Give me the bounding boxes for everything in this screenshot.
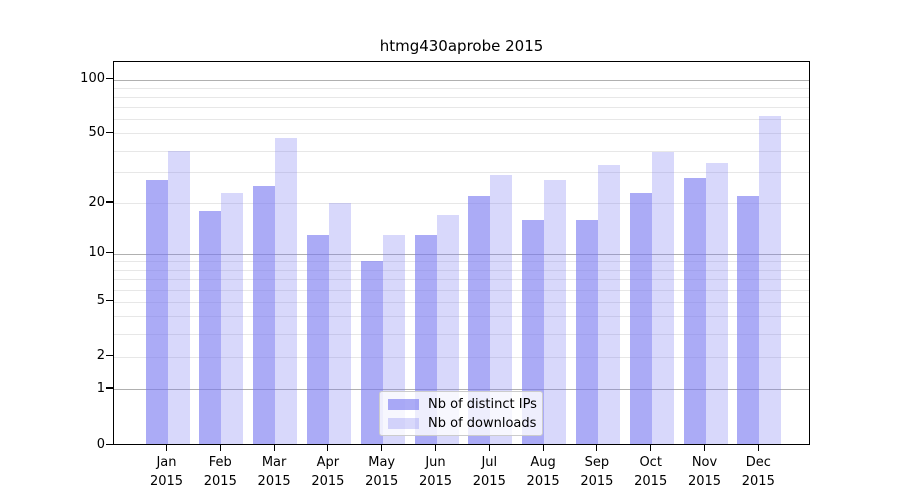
- x-tick-label-mar: Mar 2015: [257, 455, 291, 489]
- bar-downloads-oct: [651, 152, 674, 444]
- bar-downloads-aug: [544, 180, 567, 444]
- minor-gridline: [114, 316, 809, 318]
- bar-distinct-ips-feb: [199, 210, 222, 444]
- x-tick-label-apr: Apr 2015: [311, 455, 345, 489]
- legend: Nb of distinct IPs Nb of downloads: [379, 391, 543, 436]
- x-tick-mark: [273, 445, 275, 451]
- legend-item-distinct-ips: Nb of distinct IPs: [388, 396, 537, 412]
- x-tick-label-jun: Jun 2015: [418, 455, 453, 489]
- bar-downloads-jul: [490, 175, 513, 444]
- legend-swatch-distinct-ips-icon: [388, 398, 419, 410]
- y-tick-label: 50: [88, 124, 105, 140]
- x-tick-mark: [327, 445, 329, 451]
- bar-distinct-ips-apr: [306, 234, 329, 444]
- minor-gridline: [114, 269, 809, 271]
- minor-gridline: [114, 289, 809, 291]
- legend-label-downloads: Nb of downloads: [428, 415, 537, 431]
- x-tick-mark: [703, 445, 706, 451]
- bar-downloads-jan: [167, 150, 190, 444]
- x-tick-mark: [650, 445, 652, 451]
- x-tick-label-oct: Oct 2015: [634, 455, 668, 489]
- bar-downloads-apr: [328, 203, 351, 444]
- y-tick-mark: [106, 300, 113, 302]
- bar-distinct-ips-dec: [737, 195, 760, 444]
- minor-gridline: [114, 333, 809, 335]
- x-tick-mark: [596, 445, 598, 451]
- y-tick-label: 0: [96, 436, 105, 452]
- x-tick-label-aug: Aug 2015: [526, 455, 560, 489]
- bar-downloads-dec: [759, 115, 782, 444]
- major-gridline: [114, 389, 809, 391]
- bar-distinct-ips-mar: [253, 186, 276, 444]
- bar-distinct-ips-jul: [468, 195, 491, 444]
- x-tick-label-jul: Jul 2015: [472, 455, 506, 489]
- minor-gridline: [114, 88, 809, 90]
- x-tick-label-dec: Dec 2015: [741, 455, 775, 489]
- minor-gridline: [114, 261, 809, 263]
- bar-distinct-ips-sep: [575, 219, 598, 444]
- x-tick-label-jan: Jan 2015: [149, 455, 184, 489]
- x-tick-label-sep: Sep 2015: [580, 455, 614, 489]
- minor-gridline: [114, 356, 809, 358]
- chart-title: htmg430aprobe 2015: [379, 37, 544, 55]
- x-tick-mark: [219, 445, 221, 451]
- bar-distinct-ips-may: [360, 261, 383, 444]
- y-tick-mark: [106, 387, 113, 389]
- minor-gridline: [114, 150, 809, 152]
- bar-downloads-sep: [597, 165, 620, 444]
- bar-distinct-ips-aug: [522, 219, 545, 444]
- y-tick-mark: [106, 355, 113, 357]
- bar-downloads-nov: [705, 162, 728, 444]
- minor-gridline: [114, 97, 809, 99]
- plot-area: [113, 61, 810, 445]
- x-tick-mark: [757, 445, 759, 451]
- major-gridline: [114, 79, 809, 81]
- y-tick-label: 5: [96, 293, 105, 309]
- x-tick-mark: [381, 445, 383, 451]
- legend-swatch-downloads-icon: [388, 417, 419, 429]
- y-tick-mark: [106, 252, 113, 254]
- x-tick-label-feb: Feb 2015: [203, 455, 237, 489]
- y-tick-label: 10: [88, 245, 105, 261]
- minor-gridline: [114, 203, 809, 205]
- y-tick-label: 1: [96, 380, 105, 396]
- minor-gridline: [114, 278, 809, 280]
- bar-downloads-mar: [275, 138, 298, 444]
- bar-distinct-ips-jan: [145, 180, 168, 444]
- y-tick-label: 20: [88, 194, 105, 210]
- major-gridline: [114, 253, 809, 255]
- bar-distinct-ips-nov: [683, 177, 706, 444]
- y-tick-label: 2: [96, 348, 105, 364]
- minor-gridline: [114, 172, 809, 174]
- legend-item-downloads: Nb of downloads: [388, 415, 537, 431]
- x-tick-mark: [488, 445, 490, 451]
- minor-gridline: [114, 301, 809, 303]
- bar-downloads-feb: [221, 192, 244, 444]
- y-tick-mark: [106, 443, 113, 445]
- x-tick-mark: [542, 445, 544, 451]
- x-tick-mark: [434, 445, 437, 451]
- y-tick-mark: [106, 78, 113, 80]
- x-tick-label-nov: Nov 2015: [687, 455, 722, 489]
- x-tick-mark: [165, 445, 168, 451]
- y-tick-label: 100: [80, 71, 105, 87]
- y-tick-mark: [106, 131, 113, 134]
- x-tick-label-may: May 2015: [365, 455, 399, 489]
- legend-label-distinct-ips: Nb of distinct IPs: [428, 396, 537, 412]
- y-tick-mark: [106, 201, 113, 203]
- minor-gridline: [114, 107, 809, 109]
- bar-downloads-jun: [436, 215, 459, 444]
- minor-gridline: [114, 133, 809, 135]
- minor-gridline: [114, 119, 809, 121]
- bar-distinct-ips-oct: [629, 192, 652, 444]
